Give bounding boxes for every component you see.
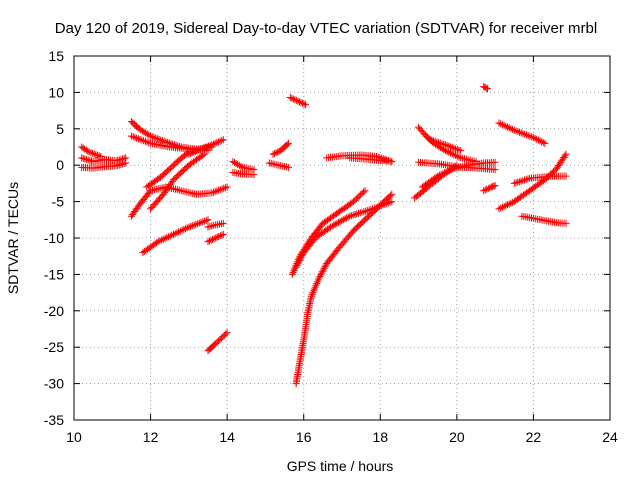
- series-markers: [139, 216, 212, 257]
- series-markers: [292, 190, 396, 388]
- series-markers: [480, 182, 499, 195]
- x-tick-label: 12: [143, 429, 159, 445]
- series-markers: [78, 154, 130, 166]
- series-markers: [518, 212, 570, 227]
- series-arc-07: [139, 216, 212, 257]
- x-tick-label: 18: [372, 429, 388, 445]
- series-markers: [78, 159, 130, 172]
- series-markers: [229, 169, 258, 179]
- series-arc-23: [346, 154, 396, 166]
- series-arc-03: [78, 143, 105, 160]
- y-tick-label: -20: [44, 303, 64, 319]
- y-axis-label: SDTVAR / TECUs: [5, 182, 21, 294]
- grid-lines: [74, 56, 610, 420]
- series-arc-18: [286, 94, 310, 109]
- series-arc-01: [78, 154, 130, 166]
- series-markers: [204, 329, 231, 355]
- series-arc-13: [204, 329, 231, 355]
- series-arc-09: [147, 150, 208, 213]
- series-markers: [269, 139, 292, 158]
- series-markers: [204, 230, 227, 246]
- series-markers: [204, 219, 227, 231]
- series-arc-14: [229, 158, 258, 174]
- data-points: [78, 83, 570, 388]
- series-markers: [229, 158, 258, 174]
- x-tick-label: 20: [449, 429, 465, 445]
- series-arc-29: [480, 83, 491, 93]
- series-arc-16: [265, 159, 292, 171]
- series-arc-33: [510, 172, 570, 187]
- series-arc-17: [269, 139, 292, 158]
- y-tick-label: -10: [44, 230, 64, 246]
- series-markers: [346, 154, 396, 166]
- x-tick-label: 16: [296, 429, 312, 445]
- series-markers: [265, 159, 292, 171]
- series-arc-12: [204, 230, 227, 246]
- series-arc-31: [495, 119, 549, 147]
- y-tick-label: 15: [48, 48, 64, 64]
- x-tick-label: 24: [602, 429, 618, 445]
- x-tick-label: 14: [219, 429, 235, 445]
- series-arc-27: [426, 136, 465, 155]
- x-tick-label: 10: [66, 429, 82, 445]
- y-tick-label: -15: [44, 266, 64, 282]
- y-tick-label: -5: [52, 194, 65, 210]
- series-markers: [480, 83, 491, 93]
- x-axis-label: GPS time / hours: [287, 458, 394, 474]
- series-markers: [185, 136, 227, 158]
- series-markers: [415, 158, 499, 174]
- chart-title: Day 120 of 2019, Sidereal Day-to-day VTE…: [55, 20, 597, 37]
- series-arc-15: [229, 169, 258, 179]
- series-markers: [510, 172, 570, 187]
- y-tick-label: 10: [48, 84, 64, 100]
- series-markers: [286, 94, 310, 109]
- y-tick-label: 5: [56, 121, 64, 137]
- series-arc-10: [185, 136, 227, 158]
- x-tick-label: 22: [526, 429, 542, 445]
- axis-ticks: 10 12 14 16 18 20 22 24 -35 -30 -25 -20 -15 -10 -5 0 5 10…: [44, 48, 618, 445]
- series-markers: [495, 119, 549, 147]
- series-markers: [147, 150, 208, 213]
- series-arc-30: [480, 182, 499, 195]
- series-markers: [426, 136, 465, 155]
- y-tick-label: 0: [56, 157, 64, 173]
- y-tick-label: -35: [44, 412, 64, 428]
- series-arc-21: [292, 190, 396, 388]
- series-arc-34: [518, 212, 570, 227]
- series-markers: [78, 143, 105, 160]
- y-tick-label: -30: [44, 376, 64, 392]
- series-arc-02: [78, 159, 130, 172]
- y-tick-label: -25: [44, 339, 64, 355]
- series-arc-11: [204, 219, 227, 231]
- series-arc-28: [415, 158, 499, 174]
